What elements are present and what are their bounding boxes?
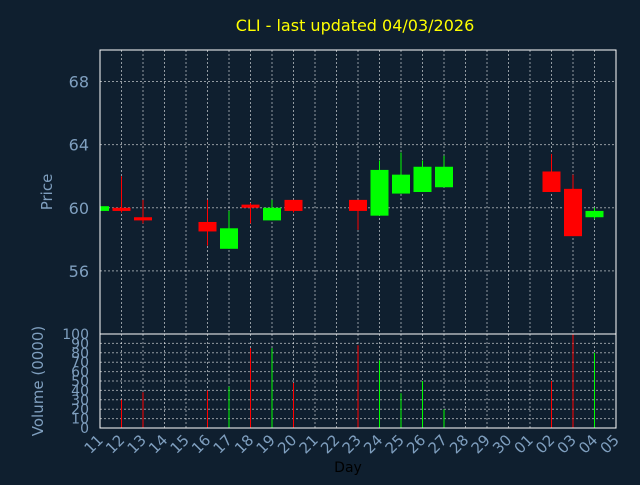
- price-axis-label: Price: [38, 174, 56, 211]
- x-axis-label: Day: [334, 460, 362, 476]
- price-tick-label: 60: [69, 199, 89, 218]
- price-tick-label: 64: [69, 136, 89, 155]
- candle-body: [392, 174, 410, 194]
- candle-body: [370, 169, 389, 216]
- chart-title: CLI - last updated 04/03/2026: [236, 16, 475, 35]
- volume-tick-label: 60: [71, 365, 89, 381]
- volume-tick-label: 90: [71, 336, 89, 352]
- candle-body: [241, 204, 260, 208]
- volume-tick-label: 100: [62, 327, 89, 343]
- volume-tick-label: 40: [71, 383, 89, 399]
- candle-body: [564, 188, 582, 237]
- candle-body: [542, 171, 561, 192]
- volume-tick-label: 70: [71, 355, 89, 371]
- volume-tick-label: 80: [71, 346, 89, 362]
- candle-body: [134, 217, 152, 221]
- volume-tick-label: 0: [80, 421, 89, 437]
- volume-tick-label: 50: [71, 374, 89, 390]
- candle-body: [263, 207, 281, 221]
- price-tick-label: 56: [69, 262, 89, 281]
- price-tick-label: 68: [69, 73, 89, 92]
- candle-body: [198, 221, 217, 232]
- candle-body: [220, 228, 238, 249]
- volume-tick-label: 20: [71, 402, 89, 418]
- volume-tick-label: 10: [71, 412, 89, 428]
- volume-tick-label: 30: [71, 393, 89, 409]
- volume-bars-layer: [121, 334, 595, 428]
- candles-layer: [99, 152, 604, 249]
- candle-body: [413, 166, 432, 192]
- candle-body: [100, 206, 109, 211]
- candle-body: [435, 166, 453, 188]
- volume-panel-frame: [99, 333, 617, 429]
- candle-body: [284, 199, 303, 211]
- candle-body: [585, 210, 604, 218]
- candle-body: [112, 207, 131, 211]
- price-tick-labels: 56 60 64 68: [69, 73, 89, 281]
- candle-body: [349, 199, 367, 211]
- volume-axis-label: Volume (0000): [29, 326, 47, 436]
